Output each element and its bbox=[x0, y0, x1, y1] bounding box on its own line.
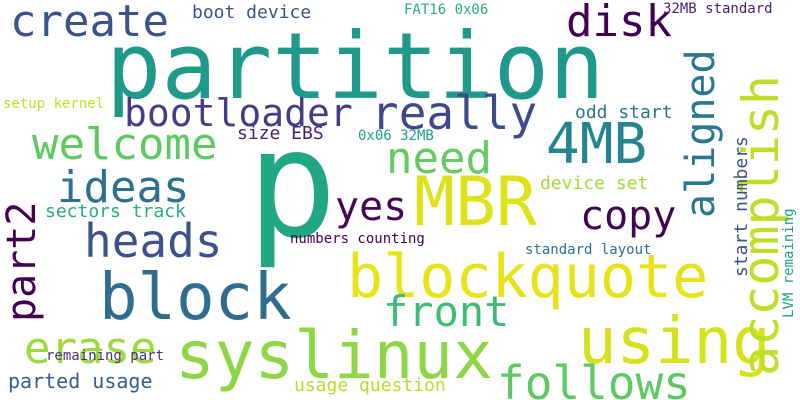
word-welcome: welcome bbox=[32, 119, 218, 170]
word-really: really bbox=[371, 86, 538, 140]
word-0x06-32mb: 0x06 32MB bbox=[358, 128, 434, 144]
word-aligned: aligned bbox=[678, 49, 724, 218]
word-using: using bbox=[578, 305, 771, 379]
word-mbr: MBR bbox=[414, 163, 537, 242]
word-front: front bbox=[383, 287, 510, 336]
word-copy: copy bbox=[580, 193, 677, 239]
word-remaining-part: remaining part bbox=[46, 348, 165, 364]
word-yes: yes bbox=[335, 184, 408, 230]
word-32mb-standard: 32MB standard bbox=[663, 1, 773, 17]
word-device-set: device set bbox=[540, 173, 649, 194]
word-erase: erase bbox=[24, 323, 157, 374]
word-odd-start: odd start bbox=[575, 102, 673, 123]
word-syslinux: syslinux bbox=[175, 317, 493, 394]
word-create: create bbox=[10, 0, 169, 47]
word-need: need bbox=[386, 133, 492, 184]
word-setup-kernel: setup kernel bbox=[3, 96, 105, 112]
word-lvm-remaining: LVM remaining bbox=[781, 208, 797, 318]
word-p: p bbox=[247, 98, 338, 272]
word-heads: heads bbox=[84, 214, 223, 268]
word-usage-question: usage question bbox=[294, 375, 446, 396]
word-start-numbers: start numbers bbox=[731, 136, 752, 277]
word-size-ebs: size EBS bbox=[237, 123, 324, 144]
word-block: block bbox=[99, 261, 292, 335]
word-part2: part2 bbox=[0, 201, 45, 322]
word-blockquote: blockquote bbox=[347, 242, 709, 312]
word-4mb: 4MB bbox=[546, 112, 648, 177]
word-numbers-counting: numbers counting bbox=[290, 231, 425, 247]
word-follows: follows bbox=[497, 356, 691, 400]
word-ideas: ideas bbox=[57, 162, 190, 213]
word-disk: disk bbox=[566, 0, 672, 47]
word-sectors-track: sectors track bbox=[45, 201, 186, 222]
word-bootloader: bootloader bbox=[124, 91, 353, 135]
word-partition: partition bbox=[106, 13, 605, 120]
word-parted-usage: parted usage bbox=[8, 369, 153, 393]
word-fat16-0x06: FAT16 0x06 bbox=[404, 2, 489, 18]
word-standard-layout: standard layout bbox=[525, 242, 652, 258]
word-boot-device: boot device bbox=[192, 2, 312, 23]
